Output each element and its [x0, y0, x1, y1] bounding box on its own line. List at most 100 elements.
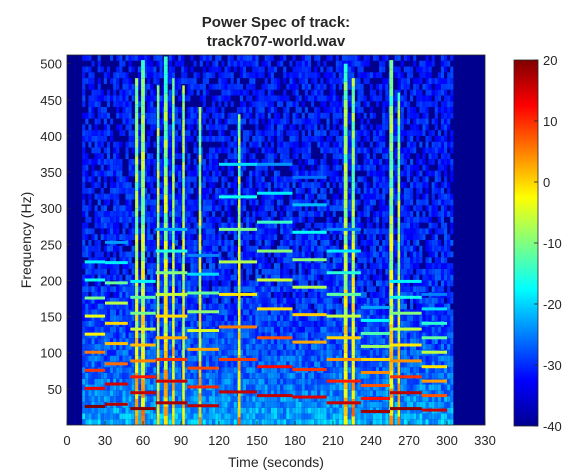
heatmap-cell: [277, 344, 281, 350]
heatmap-cell: [264, 390, 268, 397]
heatmap-cell: [360, 89, 364, 96]
heatmap-cell: [267, 367, 271, 373]
heatmap-cell: [249, 187, 253, 194]
heatmap-cell: [301, 234, 305, 240]
heatmap-cell: [97, 245, 101, 252]
heatmap-cell: [82, 338, 86, 345]
heatmap-cell: [153, 315, 157, 321]
heatmap-cell: [119, 372, 123, 379]
heatmap-cell: [119, 407, 123, 414]
heatmap-cell: [122, 107, 126, 113]
heatmap-cell: [332, 199, 336, 206]
heatmap-cell: [239, 251, 244, 258]
heatmap-cell: [110, 378, 114, 385]
heatmap-cell: [178, 95, 182, 102]
heatmap-cell: [122, 176, 126, 183]
heatmap-cell: [233, 407, 237, 414]
heatmap-cell: [144, 147, 148, 154]
heatmap-cell: [230, 118, 234, 125]
heatmap-cell: [190, 205, 194, 212]
heatmap-cell: [125, 344, 129, 350]
heatmap-cell: [103, 176, 107, 183]
heatmap-cell: [199, 378, 203, 385]
heatmap-cell: [224, 361, 228, 368]
heatmap-cell: [227, 326, 231, 333]
heatmap-cell: [106, 234, 111, 240]
heatmap-cell: [125, 199, 129, 206]
heatmap-cell: [209, 130, 213, 136]
heatmap-cell: [106, 419, 111, 425]
heatmap-cell: [307, 199, 312, 206]
heatmap-cell: [147, 378, 151, 385]
heatmap-cell: [178, 384, 182, 391]
heatmap-cell: [97, 170, 101, 177]
heatmap-cell: [273, 268, 278, 275]
heatmap-cell: [227, 378, 231, 385]
heatmap-cell: [320, 147, 324, 154]
heatmap-cell: [128, 55, 132, 61]
heatmap-cell: [252, 407, 256, 414]
heatmap-cell: [323, 326, 327, 333]
heatmap-cell: [243, 107, 247, 113]
heatmap-cell: [329, 286, 333, 293]
heatmap-cell: [137, 332, 141, 339]
heatmap-cell: [100, 390, 104, 397]
heatmap-cell: [267, 124, 271, 131]
heatmap-cell: [372, 170, 377, 177]
heatmap-cell: [363, 297, 367, 304]
heatmap-cell: [255, 118, 259, 125]
heatmap-cell: [295, 234, 299, 240]
heatmap-cell: [196, 303, 200, 310]
heatmap-cell: [137, 413, 141, 420]
heatmap-cell: [311, 407, 315, 414]
heatmap-cell: [227, 72, 231, 79]
heatmap-cell: [110, 187, 114, 194]
heatmap-cell: [295, 344, 299, 350]
heatmap-cell: [221, 332, 225, 339]
heatmap-cell: [178, 320, 182, 327]
heatmap-cell: [286, 263, 290, 269]
heatmap-cell: [369, 245, 373, 252]
heatmap-cell: [264, 378, 268, 385]
heatmap-cell: [301, 332, 305, 339]
heatmap-cell: [369, 413, 373, 420]
heatmap-cell: [196, 153, 200, 160]
heatmap-cell: [205, 390, 209, 397]
heatmap-cell: [88, 407, 92, 414]
heatmap-cell: [212, 297, 216, 304]
heatmap-cell: [199, 222, 203, 229]
heatmap-cell: [212, 72, 216, 79]
heatmap-cell: [137, 274, 141, 281]
heatmap-cell: [267, 222, 271, 229]
heatmap-cell: [193, 118, 197, 125]
heatmap-cell: [323, 349, 327, 356]
heatmap-cell: [168, 245, 172, 252]
heatmap-cell: [329, 176, 333, 183]
heatmap-cell: [82, 193, 86, 200]
heatmap-cell: [252, 396, 256, 402]
heatmap-cell: [311, 245, 315, 252]
heatmap-cell: [363, 349, 367, 356]
heatmap-cell: [267, 130, 271, 136]
heatmap-cell: [320, 292, 324, 298]
heatmap-cell: [131, 274, 135, 281]
heatmap-cell: [298, 193, 302, 200]
heatmap-cell: [233, 320, 237, 327]
heatmap-cell: [243, 240, 247, 246]
heatmap-cell: [357, 228, 361, 235]
heatmap-cell: [314, 245, 318, 252]
heatmap-cell: [255, 222, 259, 229]
heatmap-cell: [193, 222, 197, 229]
heatmap-cell: [267, 263, 271, 269]
heatmap-cell: [273, 344, 278, 350]
heatmap-cell: [277, 199, 281, 206]
heatmap-cell: [301, 390, 305, 397]
heatmap-cell: [267, 355, 271, 362]
heatmap-cell: [332, 367, 336, 373]
heatmap-cell: [292, 72, 296, 79]
heatmap-cell: [311, 234, 315, 240]
heatmap-cell: [202, 187, 206, 194]
heatmap-cell: [311, 297, 315, 304]
heatmap-cell: [196, 274, 200, 281]
heatmap-cell: [286, 396, 290, 402]
